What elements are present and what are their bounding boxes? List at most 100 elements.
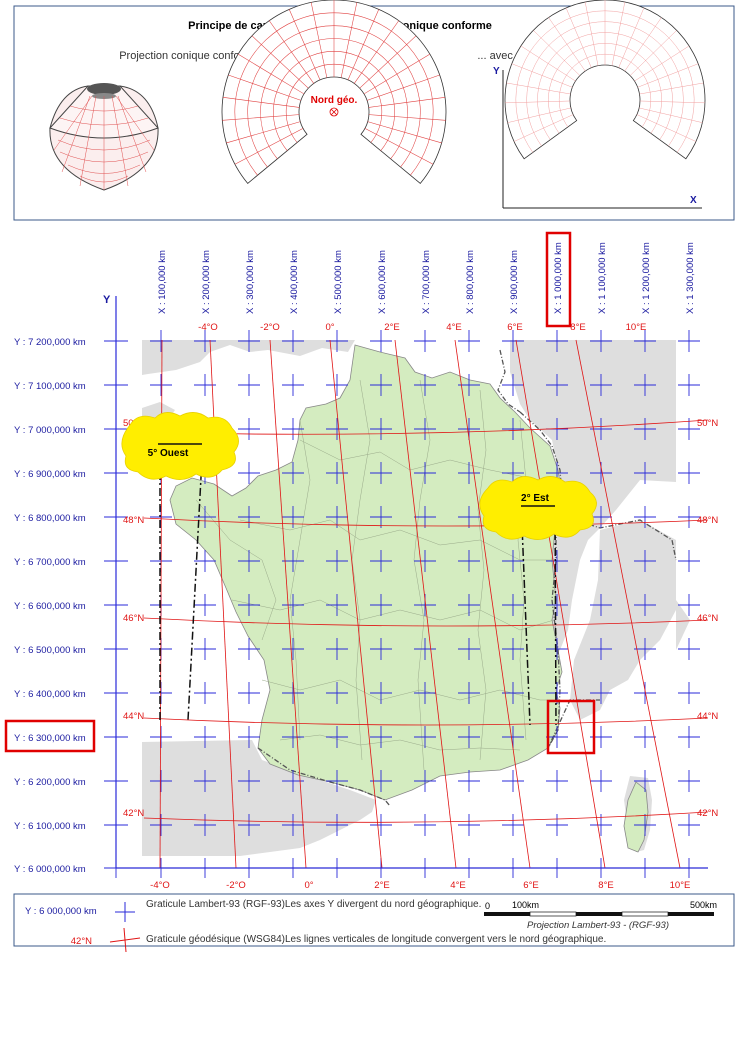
metric-grid-cross [326, 726, 348, 748]
metric-grid-cross [282, 462, 304, 484]
metric-grid-cross [590, 506, 612, 528]
lon-label-bottom: 2°E [374, 880, 389, 891]
lon-label-top: 4°E [446, 322, 461, 333]
metric-grid-cross [458, 726, 480, 748]
parallel-line [143, 617, 709, 627]
metric-grid-cross [282, 594, 304, 616]
metric-grid-cross [150, 814, 172, 836]
metric-grid-cross [678, 330, 700, 352]
metric-grid-cross [282, 682, 304, 704]
y-label: Y : 6 500,000 km [14, 645, 86, 656]
x-label: X : 1 000,000 km [553, 242, 564, 314]
metric-grid-cross [546, 726, 568, 748]
callout-east-label: 2° Est [521, 493, 550, 504]
france-map [142, 340, 690, 856]
lon-label-bottom: -2°O [226, 880, 246, 891]
metric-grid-cross [634, 682, 656, 704]
lat-label-right: 50°N [697, 418, 718, 429]
metric-grid-cross [194, 770, 216, 792]
x-axis-labels: X : 100,000 km X : 200,000 km X : 300,000 … [157, 242, 696, 314]
lon-label-top: 6°E [507, 322, 522, 333]
metric-grid-cross [458, 814, 480, 836]
metric-grid-cross [414, 814, 436, 836]
metric-grid-cross [282, 726, 304, 748]
lat-label-left: 46°N [123, 613, 144, 624]
lat-label-right: 42°N [697, 808, 718, 819]
lon-label-bottom: 10°E [670, 880, 691, 891]
metric-grid-cross [546, 814, 568, 836]
x-label: X : 700,000 km [421, 250, 432, 314]
longitude-labels: -4°O -4°O -2°O -2°O 0° 0° 2°E 2°E 4°E 4°E 6°E 6°E 8°… [150, 322, 690, 891]
lon-label-bottom: 0° [304, 880, 313, 891]
metric-grid-cross [370, 814, 392, 836]
meridian-line [329, 339, 383, 869]
metric-grid-cross [678, 462, 700, 484]
metric-grid-cross [502, 550, 524, 572]
metric-grid-cross [458, 550, 480, 572]
metric-grid-cross [458, 506, 480, 528]
grid-y-axis-letter: Y [103, 294, 111, 306]
metric-grid-cross [326, 418, 348, 440]
lat-label-left: 44°N [123, 711, 144, 722]
metric-grid-cross [414, 682, 436, 704]
metric-grid-cross [590, 770, 612, 792]
north-pole-icon [329, 107, 339, 117]
metric-grid-cross [326, 814, 348, 836]
metric-grid-cross [678, 682, 700, 704]
metric-grid-cross [546, 638, 568, 660]
y-label: Y : 6 200,000 km [14, 777, 86, 788]
y-label: Y : 6 600,000 km [14, 601, 86, 612]
metric-grid-cross [546, 550, 568, 572]
legend-geo-text: Graticule géodésique (WSG84)Les lignes v… [146, 934, 606, 945]
reference-meridians [159, 439, 557, 726]
metric-grid-cross [282, 374, 304, 396]
highlight-x-label [545, 231, 572, 328]
metric-grid-cross [678, 726, 700, 748]
legend-metric-sample: Y : 6 000,000 km [25, 906, 97, 917]
metric-grid-cross [634, 418, 656, 440]
highlight-map-cell [546, 699, 596, 755]
parallel-line [143, 517, 709, 527]
metric-grid-cross [590, 550, 612, 572]
lon-label-top: 2°E [384, 322, 399, 333]
x-label: X : 900,000 km [509, 250, 520, 314]
metric-grid-cross [414, 462, 436, 484]
corsica [623, 781, 649, 853]
axis-y-label: Y [493, 66, 500, 77]
metric-grid-cross [150, 726, 172, 748]
lon-label-top: 0° [325, 322, 334, 333]
metric-grid-cross [370, 638, 392, 660]
y-label: Y : 6 800,000 km [14, 513, 86, 524]
x-label: X : 1 300,000 km [685, 242, 696, 314]
metric-grid-cross [502, 374, 524, 396]
legend-geo-cross-icon [109, 927, 141, 953]
department-borders [195, 379, 560, 771]
metric-grid-cross [194, 638, 216, 660]
metric-grid-cross [678, 638, 700, 660]
metric-grid-cross [678, 770, 700, 792]
x-label: X : 1 100,000 km [597, 242, 608, 314]
metric-grid-cross [238, 330, 260, 352]
metric-grid-cross [326, 682, 348, 704]
metric-grid-cross [634, 770, 656, 792]
metric-grid-cross [326, 550, 348, 572]
lon-label-bottom: 6°E [523, 880, 538, 891]
metric-grid-cross [238, 550, 260, 572]
meridian-line [394, 339, 457, 869]
lon-label-top: 10°E [626, 322, 647, 333]
metric-grid-cross [282, 418, 304, 440]
lon-label-bottom: 8°E [598, 880, 613, 891]
metric-grid-cross [370, 550, 392, 572]
metric-grid-cross [238, 374, 260, 396]
y-label: Y : 6 000,000 km [14, 864, 86, 875]
metric-grid-cross [634, 638, 656, 660]
metric-grid-cross [282, 814, 304, 836]
x-label: X : 100,000 km [157, 250, 168, 314]
metric-grid-cross [678, 506, 700, 528]
scale-label-right: 500km [690, 900, 717, 910]
metric-grid-cross [590, 374, 612, 396]
lat-label-right: 48°N [697, 515, 718, 526]
metric-grid-cross [502, 682, 524, 704]
metric-grid-cross [326, 462, 348, 484]
metric-grid-cross [238, 418, 260, 440]
